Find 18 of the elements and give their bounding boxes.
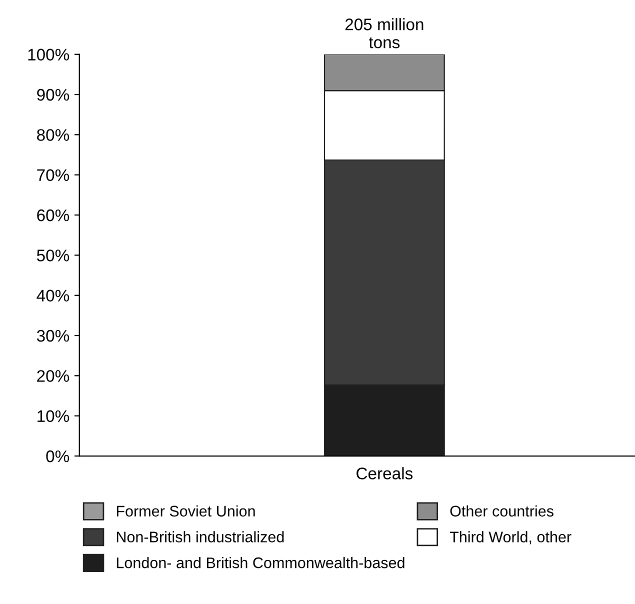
y-tick-label: 70% [37,169,70,182]
y-tick-label: 20% [37,370,70,382]
legend-label: Third World, other [450,531,572,544]
legend-label: Former Soviet Union [116,505,255,517]
y-tick-label: 40% [36,290,70,302]
y-tick-label: 10% [38,410,70,422]
legend-label: Other countries [450,505,554,517]
legend-label: London- and British Commonwealth-based [116,557,404,568]
annotation: 205 million tons [345,18,424,48]
y-tick-label: 0% [46,450,70,462]
y-tick-label: 100% [28,48,70,61]
y-tick-label: 90% [37,88,70,101]
x-tick-label: Cereals [356,467,413,480]
y-tick-label: 60% [37,209,70,222]
legend-label: Non-British industrialized [116,531,284,542]
y-tick-label: 30% [36,330,70,342]
y-tick-label: 80% [37,129,70,141]
y-tick-label: 50% [36,250,70,262]
